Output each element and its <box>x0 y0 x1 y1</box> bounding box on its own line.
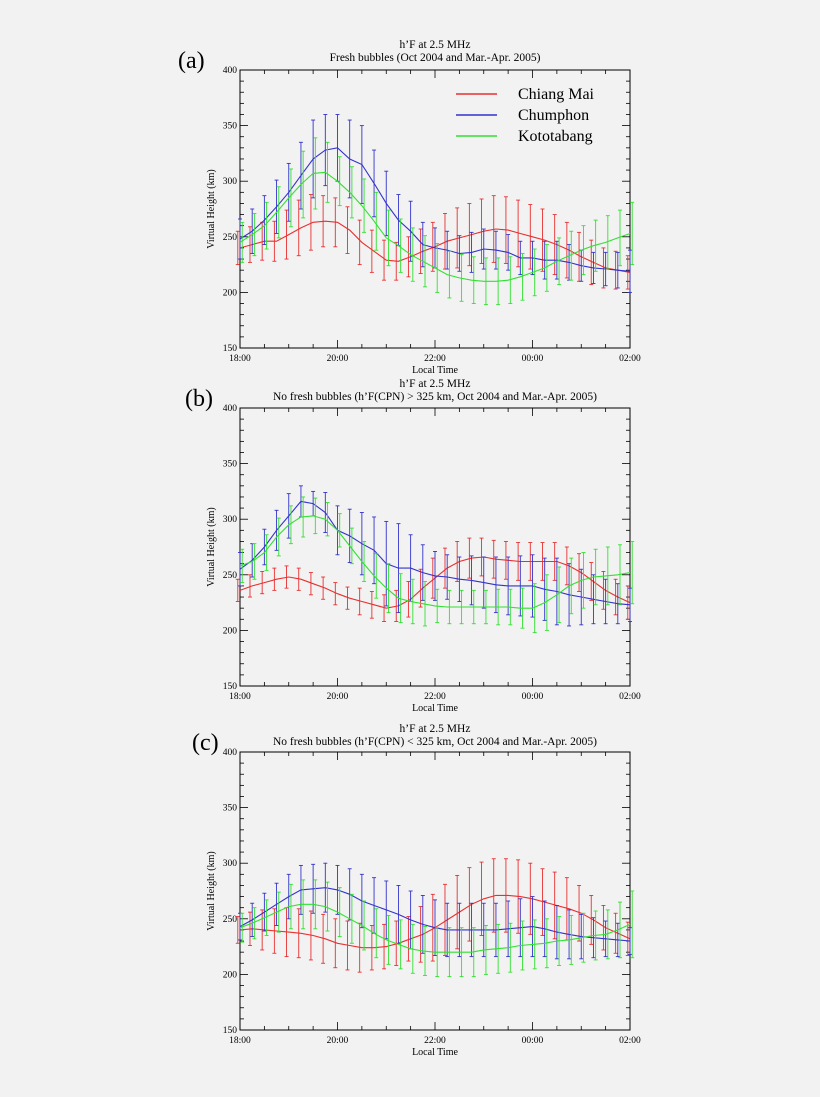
y-tick-label: 350 <box>223 804 238 814</box>
legend-label: Chiang Mai <box>518 86 595 103</box>
x-axis-label: Local Time <box>412 1047 458 1058</box>
series-kototabang <box>239 496 635 634</box>
y-tick-label: 200 <box>223 970 238 980</box>
chart-title: h’F at 2.5 MHz <box>400 723 471 735</box>
series-chumphon <box>238 114 632 293</box>
y-tick-label: 400 <box>223 66 238 76</box>
x-tick-label: 22:00 <box>424 692 446 702</box>
y-tick-label: 300 <box>223 177 238 187</box>
legend-item: Chumphon <box>456 107 589 124</box>
y-tick-label: 400 <box>223 404 238 414</box>
x-tick-label: 20:00 <box>327 354 349 364</box>
x-axis-label: Local Time <box>412 703 458 714</box>
x-axis-label: Local Time <box>412 365 458 376</box>
chart-title: h’F at 2.5 MHz <box>400 378 471 390</box>
y-tick-label: 150 <box>223 344 238 354</box>
y-axis-label: Virtual Height (km) <box>206 851 217 930</box>
y-tick-label: 200 <box>223 626 238 636</box>
legend-item: Chiang Mai <box>456 86 595 103</box>
series-kototabang <box>239 879 635 978</box>
x-tick-label: 20:00 <box>327 1036 349 1046</box>
y-tick-label: 300 <box>223 859 238 869</box>
chart-subtitle: Fresh bubbles (Oct 2004 and Mar.-Apr. 20… <box>330 52 541 64</box>
x-tick-label: 22:00 <box>424 1036 446 1046</box>
series-line <box>239 515 631 609</box>
y-tick-label: 300 <box>223 515 238 525</box>
series-line <box>239 887 631 942</box>
legend: Chiang Mai Chumphon Kototabang <box>456 86 595 145</box>
x-tick-label: 18:00 <box>229 692 251 702</box>
y-tick-label: 250 <box>223 233 238 243</box>
panel-label: (b) <box>185 386 213 412</box>
series-line <box>239 500 631 606</box>
y-tick-label: 150 <box>223 682 238 692</box>
x-tick-label: 18:00 <box>229 354 251 364</box>
legend-item: Kototabang <box>456 128 593 145</box>
chart-title: h’F at 2.5 MHz <box>400 39 471 51</box>
chart-subtitle: No fresh bubbles (h’F(CPN) < 325 km, Oct… <box>273 736 597 748</box>
legend-label: Chumphon <box>518 107 589 124</box>
y-tick-label: 350 <box>223 460 238 470</box>
y-tick-label: 250 <box>223 915 238 925</box>
panel-label: (c) <box>192 730 219 756</box>
x-tick-label: 22:00 <box>424 354 446 364</box>
panel-label: (a) <box>178 48 205 74</box>
series-kototabang <box>239 137 635 306</box>
x-tick-label: 02:00 <box>619 1036 641 1046</box>
x-tick-label: 00:00 <box>522 1036 544 1046</box>
x-tick-label: 00:00 <box>522 354 544 364</box>
plot-frame <box>239 407 631 687</box>
y-tick-label: 200 <box>223 288 238 298</box>
x-tick-label: 00:00 <box>522 692 544 702</box>
y-tick-label: 400 <box>223 748 238 758</box>
y-axis-label: Virtual Height (km) <box>206 507 217 586</box>
y-tick-label: 350 <box>223 122 238 132</box>
series-line <box>239 147 631 272</box>
y-tick-label: 150 <box>223 1026 238 1036</box>
series-line <box>239 171 631 282</box>
x-tick-label: 20:00 <box>327 692 349 702</box>
legend-label: Kototabang <box>518 128 593 145</box>
series-line <box>239 903 631 953</box>
series-chumphon <box>238 862 632 960</box>
x-tick-label: 02:00 <box>619 692 641 702</box>
series-chiang-mai <box>235 858 631 973</box>
x-tick-label: 02:00 <box>619 354 641 364</box>
x-tick-label: 18:00 <box>229 1036 251 1046</box>
y-axis-label: Virtual Height (km) <box>206 169 217 248</box>
chart-subtitle: No fresh bubbles (h’F(CPN) > 325 km, Oct… <box>273 391 597 403</box>
y-tick-label: 250 <box>223 571 238 581</box>
series-chumphon <box>238 485 632 627</box>
